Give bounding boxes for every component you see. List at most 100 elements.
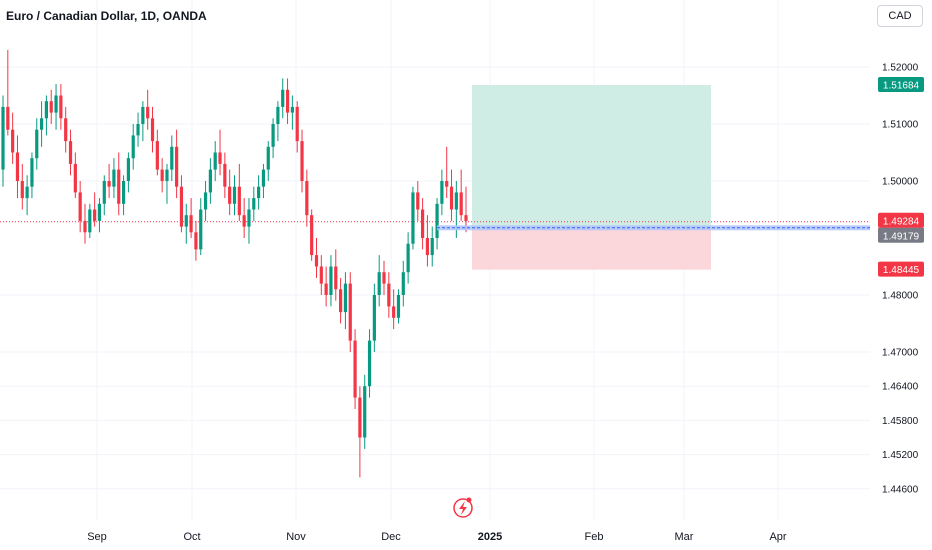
candle-body [358, 397, 362, 438]
candle-body [300, 141, 304, 181]
candle-body [184, 215, 188, 227]
candle-body [189, 215, 193, 233]
candle-body [44, 101, 49, 119]
candle-body [59, 95, 63, 119]
y-tick-label: 1.48000 [882, 291, 919, 302]
candle-body [372, 295, 376, 341]
candle-body [324, 283, 328, 295]
candle-body [97, 203, 102, 221]
candle-body [285, 89, 290, 113]
candle-body [247, 209, 251, 227]
candle-body [348, 283, 352, 341]
candle-body [276, 106, 280, 124]
candle-body [54, 95, 58, 113]
candle-body [454, 192, 458, 210]
candle-body [382, 272, 386, 284]
candle-body [281, 89, 285, 107]
candle-body [290, 106, 294, 113]
candle-body [117, 169, 121, 204]
x-tick-label: Sep [87, 531, 107, 543]
y-tick-label: 1.46400 [882, 382, 919, 393]
candle-body [165, 169, 169, 181]
x-tick-label: Mar [675, 531, 694, 543]
candle-body [30, 158, 34, 187]
candle-body [25, 186, 29, 199]
y-tick-label: 1.44600 [882, 484, 919, 495]
candle-body [411, 192, 415, 244]
candle-body [401, 272, 405, 295]
candle-body [367, 340, 372, 387]
candle-body [232, 186, 237, 204]
x-tick-label: Feb [585, 531, 604, 543]
x-tick-label: Apr [769, 531, 786, 543]
candle-body [440, 181, 444, 204]
candle-body [261, 169, 266, 187]
candle-body [314, 255, 319, 267]
candle-body [102, 181, 106, 204]
candle-body [208, 169, 212, 193]
stop-price-tag-bg [878, 261, 924, 277]
currency-button[interactable]: CAD [877, 5, 923, 27]
chart-title: Euro / Canadian Dollar, 1D, OANDA [6, 9, 207, 23]
candle-body [175, 146, 179, 187]
candle-body [295, 106, 299, 142]
candle-body [213, 152, 217, 170]
candle-body [343, 283, 348, 313]
candle-body [179, 186, 184, 227]
candle-body [20, 181, 24, 199]
candle-body [266, 146, 270, 170]
candle-body [64, 118, 68, 142]
candle-body [199, 209, 203, 250]
candle-body [449, 186, 454, 210]
candle-body [339, 289, 343, 313]
candle-body [1, 106, 5, 170]
y-tick-label: 1.45200 [882, 450, 919, 461]
candle-body [39, 118, 44, 130]
candle-body [353, 340, 357, 398]
candle-body [131, 135, 135, 159]
candle-body [406, 243, 410, 273]
candle-body [49, 101, 53, 113]
candle-body [430, 238, 434, 256]
candle-body [252, 198, 256, 210]
candle-body [218, 152, 222, 164]
x-tick-label: Nov [286, 531, 306, 543]
candle-body [121, 181, 126, 204]
y-tick-label: 1.51000 [882, 120, 919, 131]
event-dot [466, 497, 472, 503]
target-price-tag-bg [878, 77, 924, 93]
candle-body [146, 106, 150, 119]
stop-price-tag: 1.48445 [883, 265, 920, 276]
candle-body [464, 215, 468, 221]
candle-body [396, 295, 401, 318]
candle-body [257, 186, 261, 199]
candle-body [93, 209, 97, 221]
candle-body [363, 386, 367, 438]
candle-body [6, 106, 10, 130]
lightning-icon [459, 501, 467, 515]
candle-body [242, 215, 246, 227]
candle-body [445, 181, 449, 187]
candle-body [334, 266, 338, 290]
candle-body [160, 169, 164, 181]
candle-body [11, 129, 15, 153]
candle-body [420, 209, 425, 238]
candle-body [35, 129, 39, 159]
candle-body [194, 232, 198, 250]
candle-body [83, 220, 87, 233]
candle-body [377, 272, 381, 295]
candle-body [88, 209, 92, 233]
target-zone [472, 85, 711, 228]
candle-body [425, 238, 430, 256]
candle-body [416, 192, 420, 210]
candle-body [15, 152, 20, 181]
y-tick-label: 1.52000 [882, 63, 919, 74]
candle-body [150, 118, 155, 142]
candle-body [319, 266, 323, 284]
candle-body [203, 192, 208, 210]
candle-body [136, 124, 140, 136]
candle-body [78, 192, 82, 221]
candle-body [228, 186, 232, 204]
candle-body [305, 181, 309, 216]
